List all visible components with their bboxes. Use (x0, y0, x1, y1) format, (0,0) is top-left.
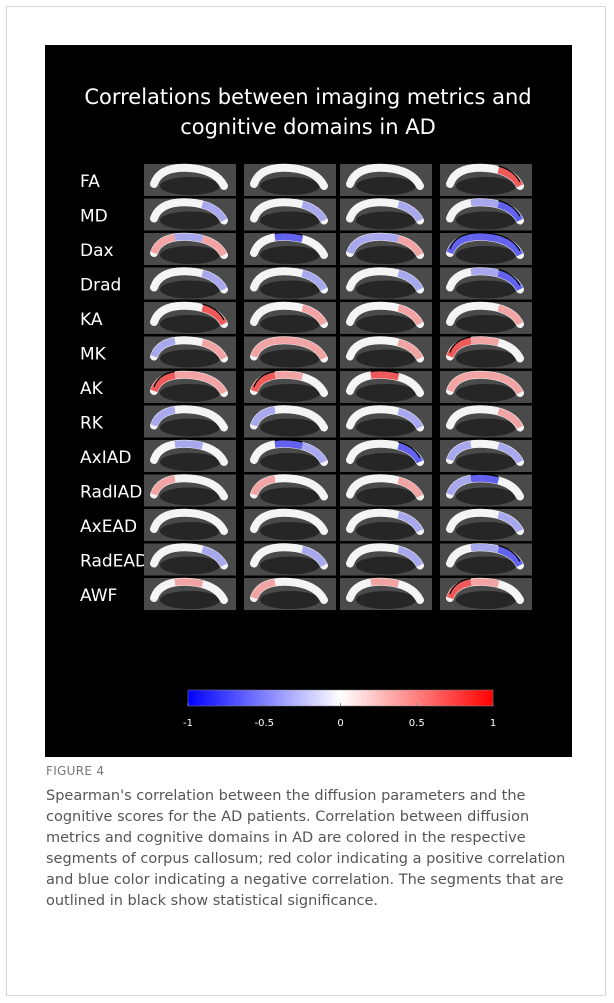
brain-tissue (160, 350, 220, 368)
brain-tissue (160, 419, 220, 437)
brain-tissue (160, 591, 220, 609)
brain-tissue (356, 315, 416, 333)
brain-tissue (160, 177, 220, 195)
brain-tissue (260, 281, 320, 299)
brain-tissue (356, 488, 416, 506)
figure: Correlations between imaging metrics and… (0, 0, 614, 760)
row-label: RadEAD (80, 552, 148, 572)
brain-tissue (160, 212, 220, 230)
brain-tissue (456, 384, 516, 402)
brain-tissue (260, 453, 320, 471)
brain-tissue (356, 557, 416, 575)
brain-tissue (456, 488, 516, 506)
brain-tissue (456, 350, 516, 368)
row-label: Dax (80, 241, 114, 261)
row-label: AWF (80, 586, 117, 606)
brain-tissue (160, 246, 220, 264)
brain-tissue (456, 177, 516, 195)
figure-title: cognitive domains in AD (180, 115, 436, 139)
brain-tissue (356, 281, 416, 299)
row-label: AxEAD (80, 517, 137, 537)
colorbar-tick-label: -1 (183, 718, 193, 729)
colorbar-tick-label: 0 (337, 718, 343, 729)
brain-tissue (356, 419, 416, 437)
page: Correlations between imaging metrics and… (0, 0, 614, 1003)
brain-tissue (160, 488, 220, 506)
row-label: MD (80, 207, 108, 227)
brain-tissue (356, 384, 416, 402)
brain-tissue (260, 177, 320, 195)
brain-tissue (260, 315, 320, 333)
brain-tissue (160, 315, 220, 333)
row-label: AK (80, 379, 104, 399)
brain-tissue (456, 315, 516, 333)
brain-tissue (160, 522, 220, 540)
row-label: Drad (80, 276, 121, 296)
caption-label: FIGURE 4 (46, 764, 104, 778)
brain-tissue (160, 281, 220, 299)
row-label: FA (80, 172, 100, 192)
brain-tissue (456, 212, 516, 230)
brain-tissue (260, 246, 320, 264)
colorbar-tick-label: 1 (490, 718, 496, 729)
brain-tissue (456, 591, 516, 609)
brain-tissue (260, 419, 320, 437)
brain-tissue (456, 419, 516, 437)
brain-tissue (260, 384, 320, 402)
brain-tissue (160, 453, 220, 471)
row-label: RK (80, 414, 104, 434)
brain-tissue (456, 522, 516, 540)
brain-tissue (356, 177, 416, 195)
brain-tissue (160, 557, 220, 575)
brain-tissue (356, 453, 416, 471)
brain-tissue (456, 281, 516, 299)
row-label: RadIAD (80, 483, 142, 503)
brain-tissue (456, 557, 516, 575)
row-label: KA (80, 310, 103, 330)
brain-tissue (260, 212, 320, 230)
colorbar-tick-label: -0.5 (254, 718, 274, 729)
caption-text: Spearman's correlation between the diffu… (46, 786, 576, 912)
row-label: MK (80, 345, 107, 365)
brain-tissue (356, 350, 416, 368)
brain-tissue (356, 591, 416, 609)
brain-tissue (356, 212, 416, 230)
colorbar-tick-label: 0.5 (409, 718, 425, 729)
brain-tissue (456, 246, 516, 264)
brain-tissue (260, 591, 320, 609)
brain-tissue (260, 350, 320, 368)
brain-tissue (456, 453, 516, 471)
brain-tissue (260, 557, 320, 575)
row-label: AxIAD (80, 448, 131, 468)
brain-tissue (356, 246, 416, 264)
brain-tissue (260, 522, 320, 540)
brain-tissue (356, 522, 416, 540)
figure-title: Correlations between imaging metrics and (84, 85, 531, 109)
brain-tissue (260, 488, 320, 506)
brain-tissue (160, 384, 220, 402)
